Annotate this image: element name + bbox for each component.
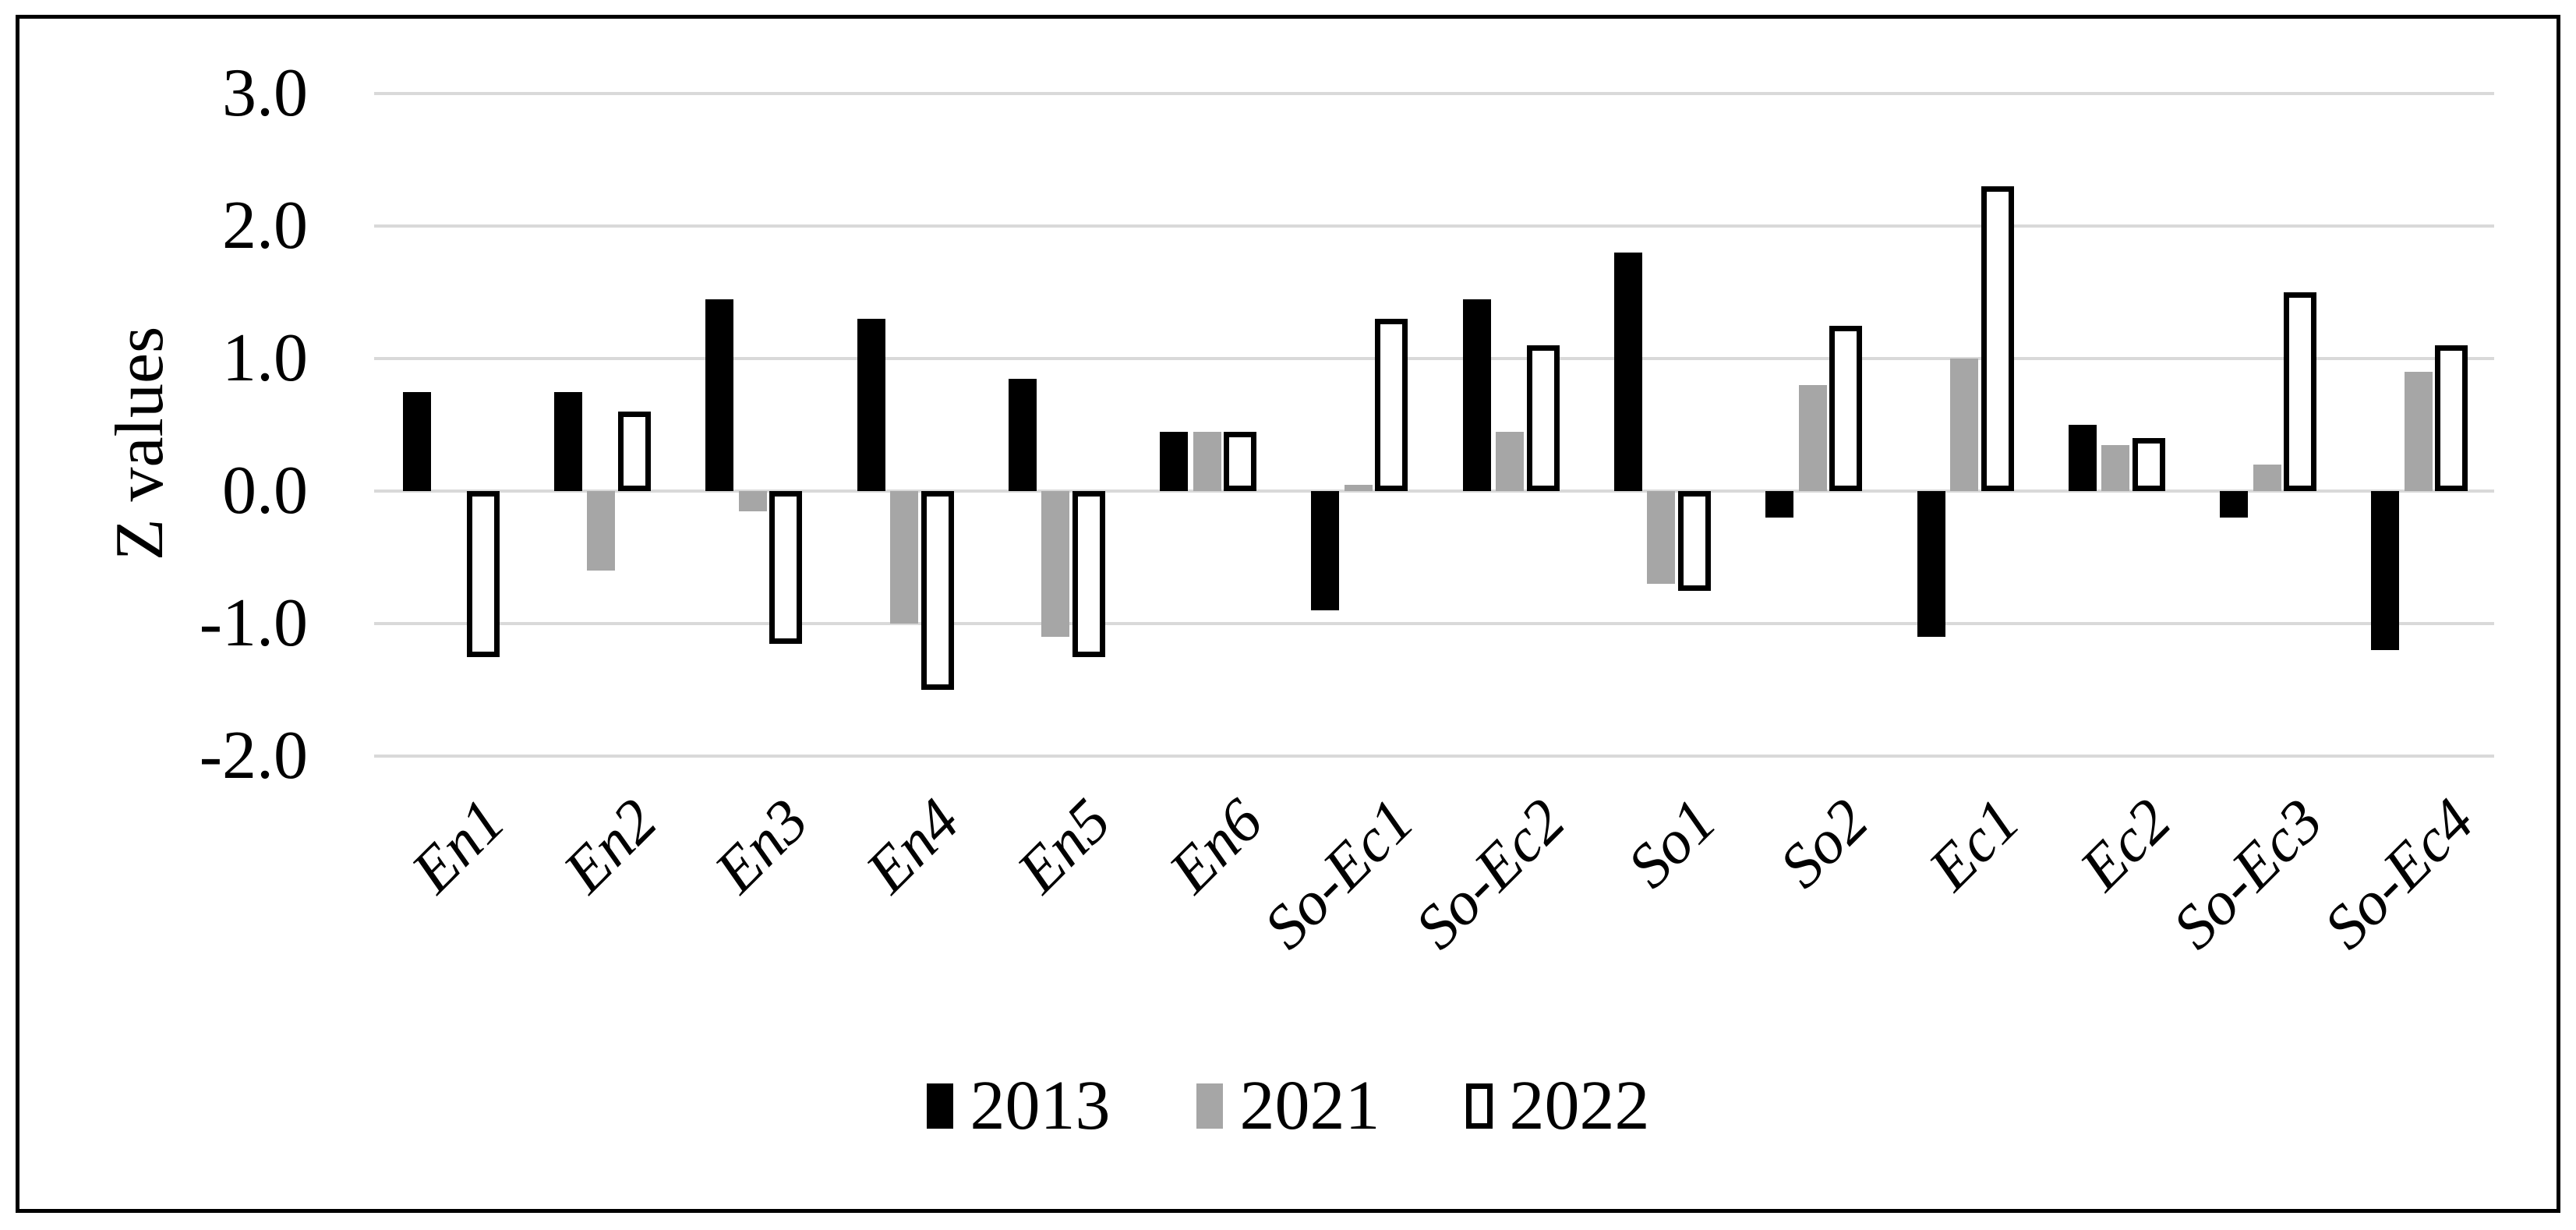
bar-2021-So1 (1647, 491, 1676, 584)
bar-2013-En4 (857, 319, 885, 491)
bar-2013-So-Ec2 (1462, 299, 1491, 491)
bar-2021-En4 (890, 491, 918, 624)
x-axis-label-So1: So1 (1615, 786, 1730, 901)
bar-2022-So-Ec4 (2435, 345, 2468, 491)
bar-2013-So-Ec3 (2220, 491, 2249, 518)
bar-2021-En6 (1193, 431, 1221, 491)
bar-2021-En5 (1041, 491, 1070, 637)
bar-2013-So-Ec4 (2371, 491, 2400, 650)
x-axis-label-En2: En2 (550, 786, 670, 907)
legend-swatch-2022 (1465, 1083, 1493, 1129)
bar-2021-So2 (1798, 385, 1827, 491)
legend-label-2021: 2021 (1239, 1067, 1380, 1144)
y-tick-label--1.0: -1.0 (199, 585, 308, 661)
x-axis-label-So-Ec4: So-Ec4 (2311, 786, 2487, 963)
bar-2022-En2 (617, 412, 651, 491)
x-axis-label-Ec1: Ec1 (1915, 786, 2033, 903)
x-axis-label-So-Ec1: So-Ec1 (1251, 786, 1427, 963)
bar-2022-So1 (1677, 491, 1711, 591)
legend-label-2013: 2013 (970, 1067, 1111, 1144)
bar-2022-Ec1 (1981, 186, 2014, 491)
x-axis-label-En4: En4 (853, 786, 973, 907)
y-tick-label-3.0: 3.0 (222, 55, 308, 131)
bar-2021-So-Ec1 (1344, 484, 1373, 491)
bar-2013-En6 (1160, 431, 1189, 491)
bar-2022-En6 (1224, 431, 1257, 491)
y-tick-label-2.0: 2.0 (222, 188, 308, 263)
bar-2022-En3 (769, 491, 803, 644)
legend-swatch-2013 (926, 1083, 953, 1129)
x-axis-label-En5: En5 (1004, 786, 1125, 907)
x-axis-label-So2: So2 (1766, 786, 1882, 901)
x-axis-label-En3: En3 (701, 786, 822, 907)
gridline-y-3 (374, 92, 2494, 95)
legend-label-2022: 2022 (1509, 1067, 1650, 1144)
gridline-y-0 (374, 490, 2494, 493)
gridline-y-2 (374, 224, 2494, 228)
legend-item-2022: 2022 (1465, 1067, 1650, 1145)
bar-2022-So2 (1829, 325, 1863, 491)
legend-item-2013: 2013 (926, 1067, 1111, 1145)
bar-2022-En1 (466, 491, 500, 657)
x-axis-label-En6: En6 (1156, 786, 1276, 907)
bar-2021-En3 (738, 491, 767, 511)
bar-2013-So-Ec1 (1311, 491, 1340, 610)
bar-2022-Ec2 (2132, 438, 2165, 491)
x-axis-label-So-Ec3: So-Ec3 (2159, 786, 2336, 963)
x-axis-label-So-Ec2: So-Ec2 (1402, 786, 1579, 963)
bar-2013-So1 (1613, 253, 1642, 491)
bar-2013-Ec1 (1917, 491, 1945, 637)
bar-2022-So-Ec2 (1526, 345, 1560, 491)
bar-2021-En2 (587, 491, 616, 571)
bar-2013-En2 (553, 391, 582, 491)
y-tick-label-0.0: 0.0 (222, 453, 308, 528)
y-tick-label--2.0: -2.0 (199, 718, 308, 793)
bar-2021-So-Ec3 (2253, 465, 2281, 491)
bar-2013-So2 (1765, 491, 1794, 518)
bar-2013-En1 (402, 391, 431, 491)
bar-2021-Ec2 (2101, 444, 2130, 491)
figure-border: Z values 3.0 2.0 1.0 0.0 -1.0 -2.0 En1 En2 En3 E… (16, 15, 2560, 1213)
bar-2013-En5 (1008, 378, 1037, 491)
bar-2013-Ec2 (2068, 425, 2097, 491)
bar-2021-So-Ec4 (2404, 372, 2433, 491)
gridline-y--1 (374, 622, 2494, 625)
bar-2022-So-Ec3 (2284, 292, 2317, 491)
gridline-y--2 (374, 755, 2494, 758)
bar-2021-Ec1 (1950, 359, 1978, 491)
legend: 2013 2021 2022 (19, 1067, 2557, 1145)
x-axis-label-Ec2: Ec2 (2067, 786, 2185, 903)
bar-2022-En5 (1072, 491, 1105, 657)
y-tick-label-1.0: 1.0 (222, 320, 308, 396)
legend-swatch-2021 (1196, 1083, 1223, 1129)
bar-2021-So-Ec2 (1496, 431, 1525, 491)
bar-2022-So-Ec1 (1375, 319, 1408, 491)
bar-2022-En4 (921, 491, 954, 690)
legend-item-2021: 2021 (1196, 1067, 1380, 1145)
bar-2013-En3 (705, 299, 734, 491)
x-axis-label-En1: En1 (398, 786, 519, 907)
gridline-y-1 (374, 357, 2494, 360)
